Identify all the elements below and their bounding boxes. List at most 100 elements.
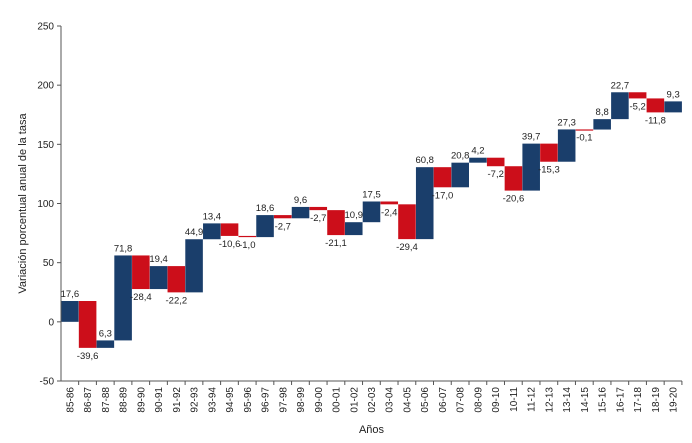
bar-98-99: [291, 206, 310, 219]
bar-85-86: [61, 301, 79, 322]
bar-02-03: [362, 201, 381, 223]
x-tick-label-12-13: 12-13: [544, 387, 555, 413]
x-tick-label-91-92: 91-92: [172, 387, 183, 413]
value-label-88-89: 71,8: [114, 243, 133, 254]
value-label-19-20: 9,3: [667, 89, 680, 100]
x-tick-label-99-00: 99-00: [314, 387, 325, 413]
y-tick-label: 0: [48, 317, 54, 328]
y-axis-title: Variación porcentual anual de la tasa: [17, 113, 29, 294]
x-tick-label-92-93: 92-93: [190, 387, 201, 413]
value-label-10-11: -20,6: [503, 194, 525, 205]
value-label-87-88: 6,3: [99, 328, 112, 339]
x-tick-label-15-16: 15-16: [598, 387, 609, 413]
bar-96-97: [256, 215, 274, 238]
x-tick-label-88-89: 88-89: [119, 387, 130, 413]
x-tick-label-87-88: 87-88: [101, 387, 112, 413]
value-label-98-99: 9,6: [294, 195, 307, 206]
value-label-00-01: -21,1: [325, 238, 347, 249]
value-label-12-13: -15,3: [538, 165, 560, 176]
value-label-86-87: -39,6: [77, 351, 99, 362]
y-tick-label: 200: [37, 81, 54, 92]
value-label-17-18: -5,2: [629, 101, 645, 112]
bar-11-12: [522, 143, 540, 191]
bar-14-15: [575, 129, 594, 131]
value-label-96-97: 18,6: [256, 203, 275, 214]
x-tick-label-95-96: 95-96: [243, 387, 254, 413]
value-label-89-90: -28,4: [130, 292, 152, 303]
bar-10-11: [504, 166, 523, 191]
x-tick-label-10-11: 10-11: [509, 387, 520, 412]
x-tick-label-85-86: 85-86: [65, 387, 76, 413]
x-tick-label-05-06: 05-06: [420, 387, 431, 413]
x-ticks: 85-86 86-87 87-88 88-89 89-90 90-91 91-92 92-93…: [65, 381, 683, 413]
value-label-99-00: -2,7: [310, 213, 326, 224]
x-tick-label-16-17: 16-17: [615, 387, 626, 413]
x-tick-label-04-05: 04-05: [402, 387, 413, 413]
bar-09-10: [486, 157, 505, 167]
value-label-85-86: 17,6: [61, 289, 80, 300]
value-label-09-10: -7,2: [488, 169, 504, 180]
value-label-14-15: -0,1: [576, 133, 592, 144]
y-ticks: -50 0 50 100 150 200 250: [37, 22, 61, 388]
value-label-94-95: -10,6: [219, 239, 241, 250]
value-label-01-02: 10,9: [345, 210, 364, 221]
x-tick-label-89-90: 89-90: [136, 387, 147, 413]
x-tick-label-02-03: 02-03: [367, 387, 378, 413]
x-tick-label-03-04: 03-04: [385, 387, 396, 413]
bar-99-00: [309, 206, 328, 211]
value-label-05-06: 60,8: [415, 155, 434, 166]
bar-07-08: [451, 162, 469, 188]
value-label-11-12: 39,7: [522, 132, 541, 143]
bar-86-87: [78, 301, 97, 348]
value-label-07-08: 20,8: [451, 151, 470, 162]
y-tick-label: -50: [40, 377, 55, 388]
y-tick-label: 50: [43, 258, 55, 269]
x-tick-label-18-19: 18-19: [651, 387, 662, 413]
x-tick-label-94-95: 94-95: [225, 387, 236, 413]
value-label-18-19: -11,8: [645, 115, 666, 126]
value-labels: 17,6 -39,6 6,3 71,8 -28,4 19,4 -22,2 44,9 13,4 -1…: [61, 80, 680, 362]
x-tick-label-13-14: 13-14: [562, 387, 573, 413]
x-tick-label-11-12: 11-12: [527, 387, 538, 412]
value-label-90-91: 19,4: [149, 254, 168, 265]
bar-13-14: [557, 129, 576, 162]
bar-92-93: [185, 239, 203, 293]
value-label-13-14: 27,3: [557, 117, 576, 128]
bar-01-02: [344, 222, 363, 236]
x-tick-label-98-99: 98-99: [296, 387, 307, 413]
bar-89-90: [132, 255, 150, 290]
value-label-95-96: -1,0: [239, 240, 255, 251]
bar-15-16: [593, 119, 611, 130]
bar-94-95: [220, 223, 239, 236]
bars-layer: [61, 92, 682, 348]
y-tick-label: 100: [37, 199, 54, 210]
x-tick-label-06-07: 06-07: [438, 387, 449, 413]
bar-91-92: [167, 266, 186, 293]
bar-06-07: [433, 167, 452, 188]
value-label-16-17: 22,7: [611, 80, 630, 91]
value-label-02-03: 17,5: [362, 189, 381, 200]
value-label-91-92: -22,2: [166, 295, 188, 306]
x-tick-label-00-01: 00-01: [332, 387, 343, 413]
bar-90-91: [149, 266, 168, 290]
bar-12-13: [540, 143, 558, 162]
x-tick-label-01-02: 01-02: [349, 387, 360, 413]
x-tick-label-17-18: 17-18: [633, 387, 644, 413]
value-label-06-07: -17,0: [432, 190, 454, 201]
bar-04-05: [398, 204, 416, 240]
x-tick-label-86-87: 86-87: [83, 387, 94, 413]
x-tick-label-96-97: 96-97: [261, 387, 272, 413]
value-label-03-04: -2,4: [381, 207, 397, 218]
value-label-04-05: -29,4: [396, 242, 418, 253]
bar-03-04: [380, 201, 399, 205]
bar-17-18: [628, 92, 647, 99]
y-tick-label: 150: [37, 140, 54, 151]
bar-18-19: [646, 98, 665, 113]
bar-88-89: [114, 255, 132, 341]
bar-19-20: [664, 101, 682, 113]
bar-87-88: [96, 340, 115, 348]
x-tick-label-07-08: 07-08: [456, 387, 467, 413]
value-label-15-16: 8,8: [596, 107, 609, 118]
bar-05-06: [415, 167, 434, 240]
x-tick-label-90-91: 90-91: [154, 387, 165, 413]
